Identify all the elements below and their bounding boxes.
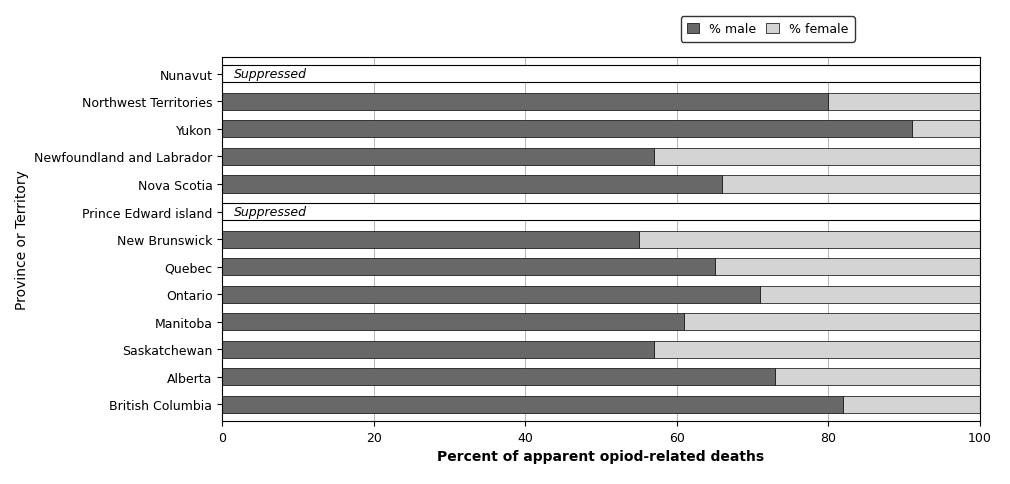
X-axis label: Percent of apparent opiod-related deaths: Percent of apparent opiod-related deaths [437,449,765,463]
Bar [761,286,980,303]
Bar [222,93,828,111]
Y-axis label: Province or Territory: Province or Territory [15,170,28,309]
Bar [222,286,761,303]
Bar [222,66,980,83]
Bar [222,341,654,358]
Text: Suppressed: Suppressed [233,206,307,219]
Bar [715,258,980,275]
Bar [222,231,639,248]
Legend: % male, % female: % male, % female [681,17,854,43]
Bar [222,396,843,413]
Bar [222,314,685,331]
Bar [222,121,912,138]
Bar [776,368,980,386]
Bar [639,231,980,248]
Bar [828,93,980,111]
Bar [654,341,980,358]
Bar [222,176,722,193]
Bar [685,314,980,331]
Bar [912,121,980,138]
Bar [722,176,980,193]
Bar [222,258,715,275]
Bar [654,149,980,166]
Bar [222,204,980,221]
Bar [222,149,654,166]
Bar [222,368,776,386]
Bar [843,396,980,413]
Text: Suppressed: Suppressed [233,68,307,81]
